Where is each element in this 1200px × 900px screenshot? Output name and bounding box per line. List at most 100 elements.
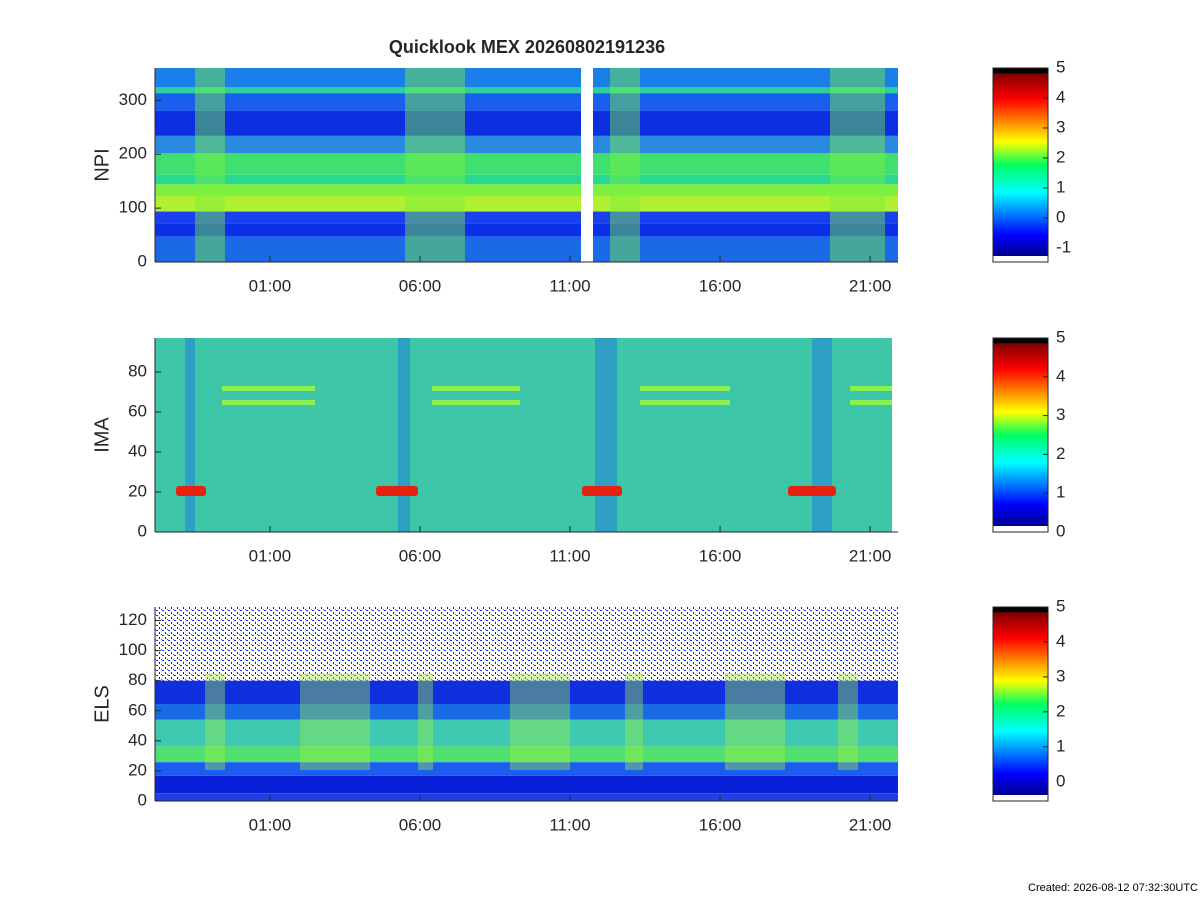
spectrogram-burst (838, 672, 858, 770)
spectrogram-speck (155, 607, 898, 681)
x-tick-label: 16:00 (699, 815, 742, 834)
y-tick-label: 60 (128, 401, 147, 420)
spectrogram-burst (830, 68, 885, 262)
colorbar (992, 337, 1049, 533)
y-axis-label: IMA (91, 417, 113, 453)
spectrogram-line (432, 386, 520, 391)
spectrogram-strip (595, 338, 617, 532)
x-tick-label: 16:00 (699, 276, 742, 295)
y-tick-label: 0 (138, 251, 147, 270)
spectrogram-band (155, 184, 898, 197)
colorbar-tick-label: 2 (1056, 701, 1065, 720)
spectrogram-band (155, 87, 898, 94)
y-tick-label: 200 (119, 144, 147, 163)
y-axis-label: ELS (91, 685, 113, 723)
colorbar-tick-label: 1 (1056, 483, 1065, 502)
colorbar-tick-label: 1 (1056, 177, 1065, 196)
spectrogram-band (155, 680, 898, 704)
spectrogram (155, 68, 898, 262)
spectrogram-band (155, 110, 898, 136)
spectrogram-band (155, 762, 898, 776)
x-tick-label: 11:00 (549, 276, 590, 295)
spectrogram-burst (725, 672, 785, 770)
spectrogram-band (155, 211, 898, 224)
chart-title: Quicklook MEX 20260802191236 (389, 37, 665, 57)
spectrogram-band (155, 775, 898, 794)
spectrogram-bg (155, 338, 892, 532)
x-tick-label: 01:00 (249, 276, 292, 295)
y-tick-label: 100 (119, 640, 147, 659)
y-tick-label: 20 (128, 760, 147, 779)
spectrogram-line (222, 400, 315, 405)
data-gap (581, 68, 593, 262)
y-axis-label: NPI (91, 148, 113, 181)
spectrogram-band (155, 793, 898, 801)
colorbar-tick-label: 0 (1056, 771, 1065, 790)
y-tick-label: 120 (119, 610, 147, 629)
spectrogram-band (155, 174, 898, 185)
colorbar-tick-label: 5 (1056, 327, 1065, 346)
spectrogram-strip (398, 338, 410, 532)
spectrogram-blob (788, 486, 836, 496)
colorbar-tick-label: 4 (1056, 87, 1065, 106)
spectrogram-line (222, 386, 315, 391)
x-tick-label: 16:00 (699, 546, 742, 565)
spectrogram-band (155, 704, 898, 720)
colorbar-tick-label: 4 (1056, 631, 1065, 650)
spectrogram-strip (812, 338, 832, 532)
colorbar-tick-label: 5 (1056, 596, 1065, 615)
x-tick-label: 21:00 (849, 546, 892, 565)
colorbar-tick-label: 5 (1056, 57, 1065, 76)
spectrogram-burst (300, 672, 370, 770)
colorbar (992, 67, 1049, 263)
spectrogram-strip (185, 338, 195, 532)
spectrogram-line (850, 386, 892, 391)
x-tick-label: 11:00 (549, 546, 590, 565)
colorbar (992, 606, 1049, 802)
spectrogram (155, 338, 892, 532)
spectrogram-line (432, 400, 520, 405)
spectrogram-burst (195, 68, 225, 262)
colorbar-tick-label: 3 (1056, 666, 1065, 685)
x-tick-label: 06:00 (399, 815, 442, 834)
x-tick-label: 06:00 (399, 546, 442, 565)
spectrogram (155, 607, 898, 801)
x-tick-label: 06:00 (399, 276, 442, 295)
spectrogram-line (850, 400, 892, 405)
y-tick-label: 100 (119, 198, 147, 217)
spectrogram-band (155, 68, 898, 88)
x-tick-label: 11:00 (549, 815, 590, 834)
y-tick-label: 20 (128, 481, 147, 500)
colorbar-tick-label: 1 (1056, 736, 1065, 755)
colorbar-tick-label: -1 (1056, 237, 1071, 256)
spectrogram-band (155, 153, 898, 175)
colorbar-tick-label: 0 (1056, 521, 1065, 540)
y-tick-label: 40 (128, 441, 147, 460)
spectrogram-burst (625, 672, 643, 770)
colorbar-tick-label: 3 (1056, 117, 1065, 136)
x-tick-label: 21:00 (849, 276, 892, 295)
spectrogram-band (155, 223, 898, 237)
spectrogram-blob (176, 486, 206, 496)
spectrogram-band (155, 93, 898, 111)
y-tick-label: 80 (128, 361, 147, 380)
y-tick-label: 80 (128, 670, 147, 689)
y-tick-label: 60 (128, 700, 147, 719)
spectrogram-band (155, 196, 898, 212)
spectrogram-burst (418, 672, 433, 770)
spectrogram-blob (376, 486, 418, 496)
footer: Created: 2026-08-12 07:32:30UTC (1028, 882, 1198, 894)
y-tick-label: 300 (119, 90, 147, 109)
spectrogram-burst (405, 68, 465, 262)
x-tick-label: 01:00 (249, 546, 292, 565)
spectrogram-band (155, 236, 898, 262)
y-tick-label: 0 (138, 790, 147, 809)
colorbar-tick-label: 2 (1056, 147, 1065, 166)
colorbar-tick-label: 0 (1056, 207, 1065, 226)
spectrogram-blob (582, 486, 622, 496)
spectrogram-burst (610, 68, 640, 262)
x-tick-label: 21:00 (849, 815, 892, 834)
colorbar-tick-label: 3 (1056, 405, 1065, 424)
spectrogram-band (155, 746, 898, 763)
